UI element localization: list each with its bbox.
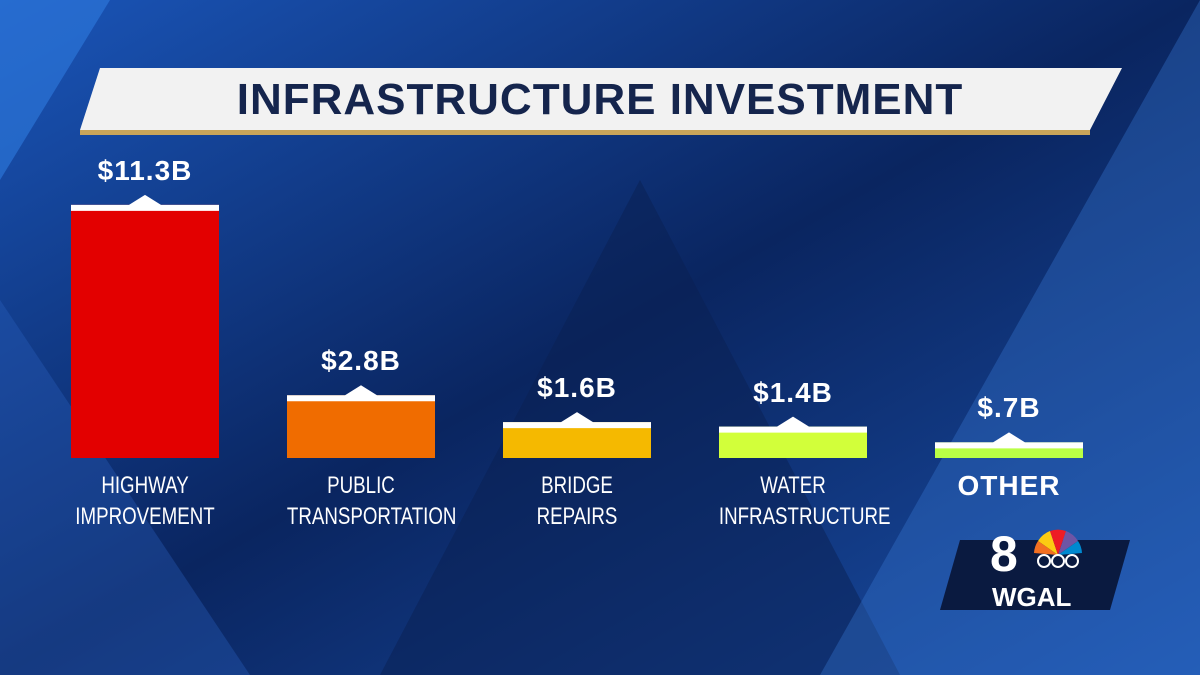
bar-cap [503, 412, 651, 429]
logo-channel: 8 [990, 526, 1018, 582]
bar [71, 204, 219, 458]
value-label: $.7B [977, 392, 1041, 424]
value-label: $1.6B [537, 372, 617, 404]
peacock [1034, 529, 1082, 568]
bg-shape [820, 0, 1200, 675]
logo-plate [940, 540, 1130, 610]
value-label: $11.3B [97, 154, 193, 186]
bar-cap [71, 194, 219, 211]
bg-shape [0, 0, 110, 180]
logo-station: WGAL [992, 582, 1072, 612]
category-label: PUBLIC TRANSPORTATION [286, 472, 457, 530]
bg-shape [0, 300, 250, 675]
bar-cap [935, 432, 1083, 449]
chart-title: INFRASTRUCTURE INVESTMENT [236, 75, 964, 124]
bar [287, 395, 435, 458]
category-label: BRIDGE REPAIRS [536, 472, 618, 530]
category-label: WATER INFRASTRUCTURE [718, 472, 891, 530]
value-label: $2.8B [321, 345, 401, 377]
bar-cap [719, 416, 867, 433]
value-label: $1.4B [753, 376, 833, 408]
bar-cap [287, 385, 435, 402]
title-rule [80, 130, 1090, 135]
category-label: HIGHWAY IMPROVEMENT [75, 472, 215, 530]
category-label: OTHER [957, 470, 1061, 501]
title-banner [80, 68, 1122, 130]
